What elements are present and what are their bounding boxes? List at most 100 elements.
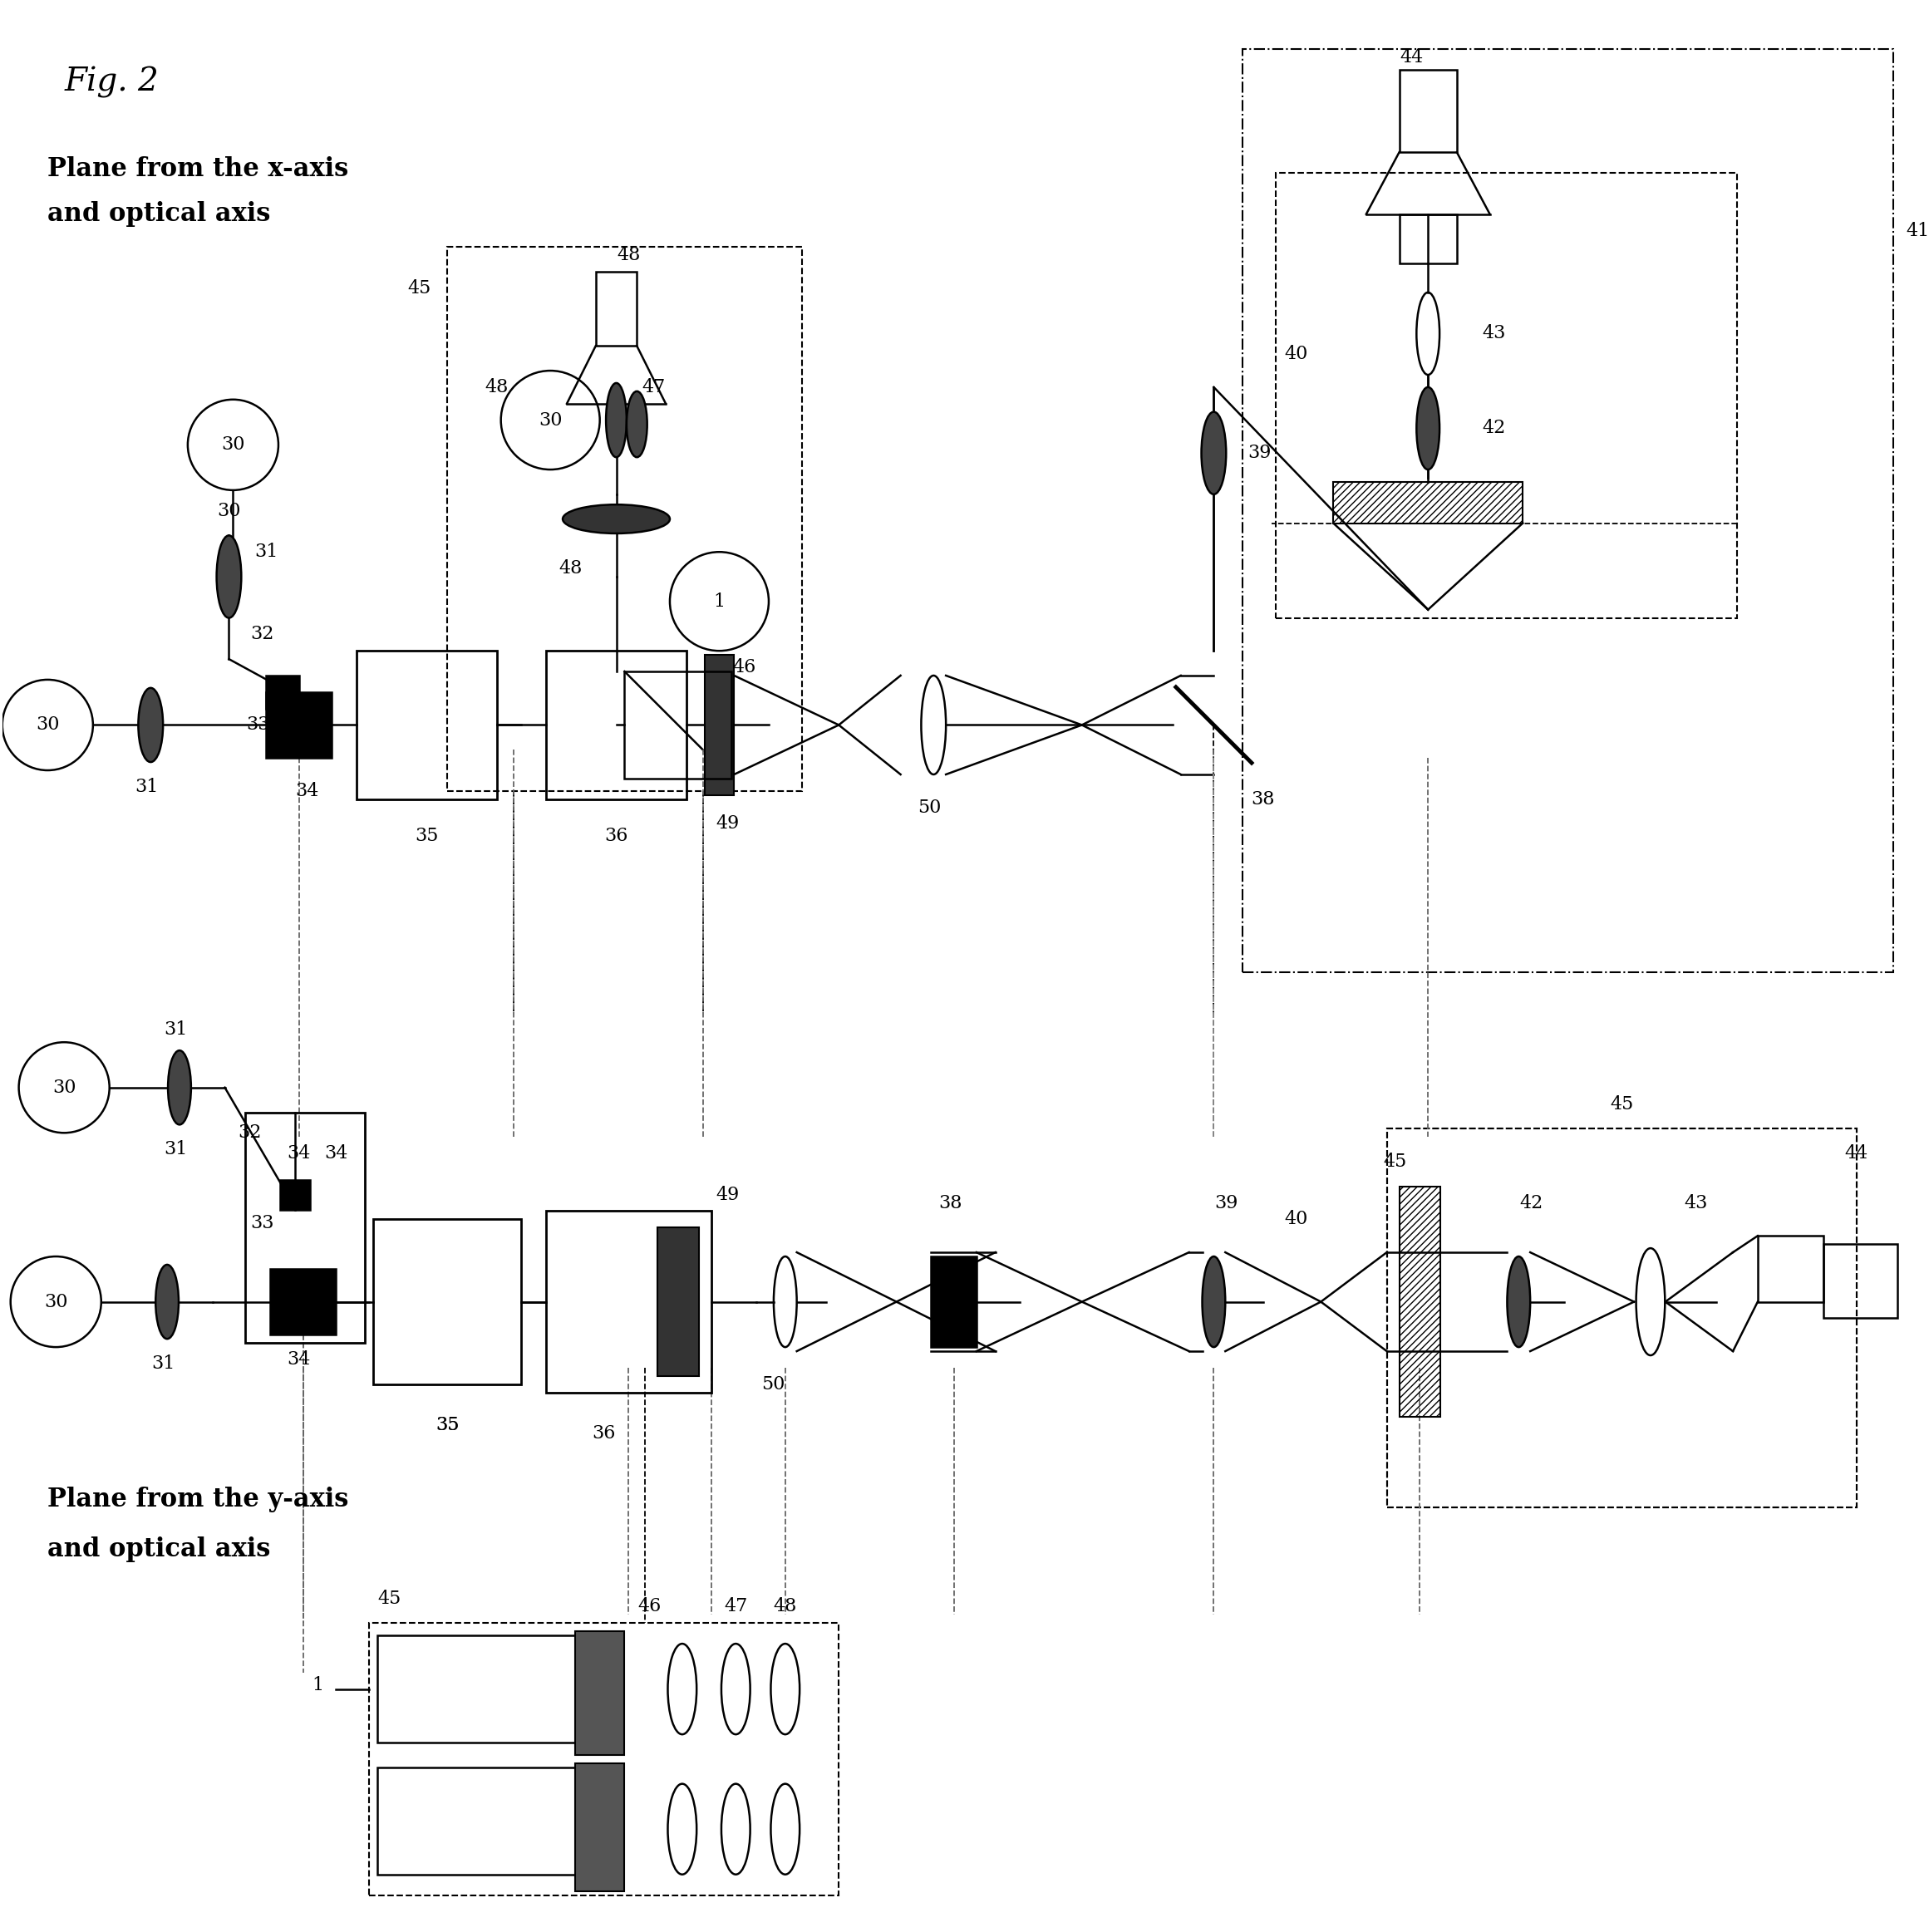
Bar (1399, 214, 1456, 263)
Ellipse shape (1202, 412, 1227, 495)
Text: Plane from the x-axis: Plane from the x-axis (48, 156, 349, 182)
Text: 35: 35 (436, 1416, 459, 1434)
Text: 33: 33 (245, 717, 270, 734)
Text: 36: 36 (592, 1424, 615, 1443)
Text: 1: 1 (312, 1675, 324, 1694)
Text: 38: 38 (1252, 790, 1275, 808)
Text: 31: 31 (135, 779, 158, 796)
Bar (1333, 481, 1522, 524)
Bar (1399, 70, 1456, 153)
Ellipse shape (627, 392, 646, 458)
Bar (1387, 1128, 1856, 1507)
Text: and optical axis: and optical axis (48, 201, 270, 226)
Text: 31: 31 (150, 1354, 176, 1374)
Text: 48: 48 (617, 245, 640, 265)
Bar (575, 1631, 625, 1754)
Text: 30: 30 (44, 1293, 68, 1312)
Bar (575, 1764, 625, 1891)
Ellipse shape (606, 383, 627, 458)
Text: 47: 47 (642, 379, 666, 396)
Bar (368, 1623, 839, 1895)
Bar (357, 651, 498, 800)
Ellipse shape (139, 688, 164, 761)
Text: 39: 39 (1248, 444, 1271, 462)
Text: 49: 49 (716, 815, 739, 833)
Bar (1387, 1128, 1856, 1507)
Text: 34: 34 (324, 1144, 347, 1163)
Bar (270, 1269, 336, 1335)
Ellipse shape (216, 535, 241, 618)
Text: Plane from the y-axis: Plane from the y-axis (48, 1486, 349, 1513)
Bar (546, 1211, 712, 1393)
Ellipse shape (1507, 1256, 1530, 1347)
Text: 38: 38 (937, 1194, 963, 1211)
Text: 45: 45 (378, 1590, 401, 1607)
Bar (1823, 1244, 1898, 1318)
Bar (378, 1636, 575, 1743)
Text: 43: 43 (1481, 325, 1507, 342)
Text: 40: 40 (1285, 346, 1308, 363)
Bar (266, 692, 332, 757)
Text: 44: 44 (1844, 1144, 1869, 1163)
Text: 34: 34 (287, 1144, 311, 1163)
Bar (625, 672, 731, 779)
Text: 1: 1 (714, 593, 725, 611)
Text: 41: 41 (1906, 222, 1929, 240)
Text: 32: 32 (237, 1124, 260, 1142)
Text: 34: 34 (295, 782, 318, 800)
Text: 46: 46 (637, 1598, 662, 1615)
Bar (658, 1227, 698, 1376)
Text: 35: 35 (436, 1416, 459, 1434)
Text: 48: 48 (484, 379, 509, 396)
Text: Fig. 2: Fig. 2 (64, 66, 158, 99)
Bar (1275, 174, 1738, 618)
Bar (266, 676, 299, 709)
Bar (1242, 50, 1894, 972)
Bar (280, 1180, 311, 1209)
Text: 32: 32 (251, 626, 274, 643)
Text: 44: 44 (1400, 48, 1424, 68)
Text: 34: 34 (287, 1350, 311, 1368)
Text: 48: 48 (774, 1598, 797, 1615)
Text: 45: 45 (1383, 1153, 1406, 1171)
Text: 50: 50 (762, 1376, 785, 1393)
Ellipse shape (1416, 386, 1439, 469)
Bar (1399, 1186, 1441, 1418)
Text: 48: 48 (559, 558, 583, 578)
Bar (245, 1113, 365, 1343)
Text: 43: 43 (1684, 1194, 1707, 1211)
Text: 31: 31 (255, 543, 278, 560)
Text: 42: 42 (1520, 1194, 1543, 1211)
Text: 30: 30 (538, 412, 561, 429)
Text: 46: 46 (733, 659, 756, 676)
Text: 49: 49 (716, 1186, 739, 1204)
Text: 30: 30 (222, 437, 245, 454)
Text: 35: 35 (415, 827, 438, 846)
Text: 50: 50 (918, 798, 941, 817)
Text: 30: 30 (52, 1078, 75, 1097)
Text: 42: 42 (1481, 419, 1507, 437)
Text: 31: 31 (164, 1140, 187, 1159)
Ellipse shape (168, 1051, 191, 1124)
Text: 33: 33 (251, 1215, 274, 1233)
Bar (704, 655, 735, 796)
Text: 30: 30 (218, 502, 241, 520)
Text: 30: 30 (37, 717, 60, 734)
Ellipse shape (156, 1265, 179, 1339)
Text: 39: 39 (1215, 1194, 1238, 1211)
Ellipse shape (563, 504, 669, 533)
Bar (546, 651, 687, 800)
Bar (932, 1256, 976, 1347)
Bar (1757, 1236, 1823, 1302)
Text: 31: 31 (164, 1020, 187, 1039)
Bar (372, 1219, 521, 1383)
Text: 47: 47 (723, 1598, 748, 1615)
Text: 40: 40 (1285, 1209, 1308, 1229)
Bar (596, 272, 637, 346)
Bar (448, 247, 802, 790)
Bar (378, 1768, 575, 1874)
Text: 45: 45 (407, 278, 430, 298)
Text: 45: 45 (1611, 1095, 1634, 1113)
Ellipse shape (1202, 1256, 1225, 1347)
Text: and optical axis: and optical axis (48, 1536, 270, 1561)
